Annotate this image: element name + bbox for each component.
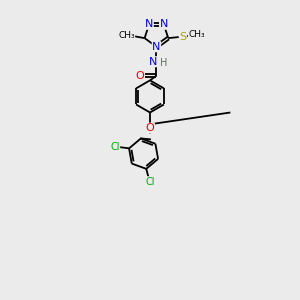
Text: H: H: [160, 58, 167, 68]
Text: S: S: [179, 32, 186, 42]
Text: Cl: Cl: [146, 177, 155, 187]
Text: O: O: [146, 123, 154, 133]
Text: CH₃: CH₃: [118, 32, 135, 40]
Text: Cl: Cl: [110, 142, 120, 152]
Text: O: O: [136, 70, 144, 81]
Text: CH₃: CH₃: [188, 30, 205, 39]
Text: N: N: [152, 42, 160, 52]
Text: N: N: [160, 19, 168, 29]
Text: N: N: [145, 19, 153, 29]
Text: N: N: [148, 57, 157, 67]
